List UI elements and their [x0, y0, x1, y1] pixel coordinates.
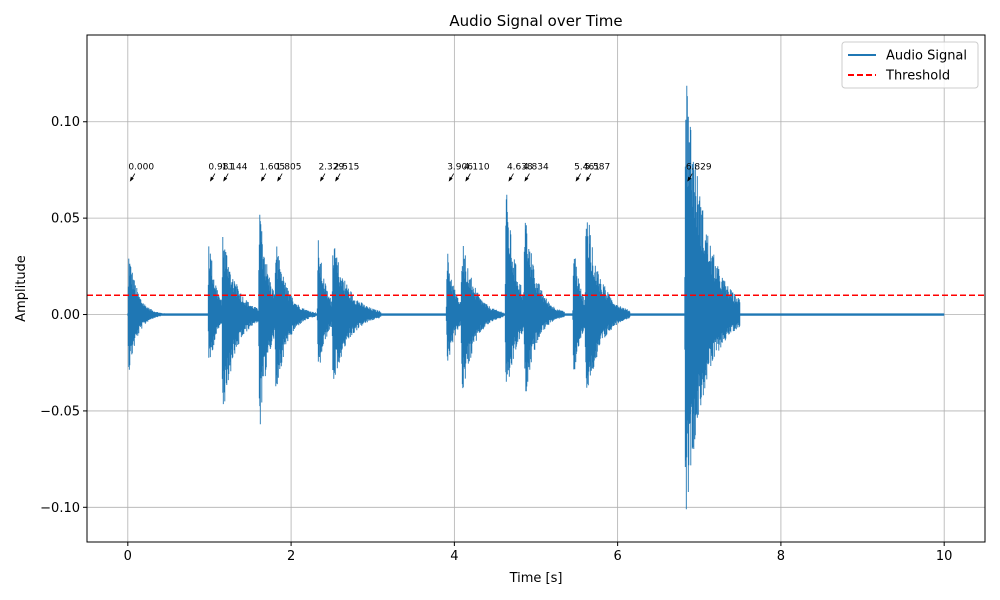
- legend-label-threshold: Threshold: [885, 69, 950, 84]
- y-tick-label: −0.10: [40, 501, 80, 516]
- onset-label: 2.515: [334, 163, 360, 173]
- onset-arrow-head: [335, 176, 340, 182]
- legend-label-audio-signal: Audio Signal: [886, 49, 967, 64]
- onset-arrow-head: [508, 176, 513, 182]
- x-tick-label: 8: [777, 549, 785, 564]
- onset-arrow-head: [129, 176, 134, 182]
- onset-arrow-head: [260, 176, 265, 182]
- onset-arrow-head: [585, 176, 590, 182]
- axis-ticks: 0 2 4 6 8 10 −0.10 −0.05 0.00 0.05 0.10: [40, 115, 952, 564]
- x-axis-label: Time [s]: [509, 571, 563, 586]
- onset-label: 5.587: [584, 163, 610, 173]
- y-axis-label: Amplitude: [14, 255, 29, 322]
- onset-label: 0.000: [128, 163, 154, 173]
- onset-label: 4.638: [507, 163, 533, 173]
- onset-label: 4.834: [523, 163, 549, 173]
- onset-arrow-head: [465, 176, 470, 182]
- onset-label: 0.981: [208, 163, 234, 173]
- onset-arrow-head: [319, 176, 324, 182]
- x-tick-label: 10: [936, 549, 953, 564]
- onset-arrow-head: [223, 176, 228, 182]
- audio-signal-series: [127, 85, 945, 510]
- onset-label: 5.461: [574, 163, 600, 173]
- onset-label: 3.906: [447, 163, 473, 173]
- onset-arrow-head: [448, 176, 453, 182]
- onset-label: 1.144: [222, 163, 248, 173]
- onset-label: 1.805: [276, 163, 302, 173]
- x-tick-label: 2: [287, 549, 295, 564]
- y-tick-label: 0.00: [51, 308, 80, 323]
- y-tick-label: −0.05: [40, 404, 80, 419]
- onset-arrow-head: [277, 176, 282, 182]
- x-tick-label: 4: [450, 549, 458, 564]
- onset-arrow-head: [575, 176, 580, 182]
- plot-frame: [86, 34, 986, 543]
- x-tick-label: 0: [124, 549, 132, 564]
- chart-title: Audio Signal over Time: [449, 12, 622, 30]
- onset-arrow-head: [209, 176, 214, 182]
- onset-arrow-head: [687, 176, 692, 182]
- onset-label: 1.605: [259, 163, 285, 173]
- legend-box: [841, 41, 979, 89]
- y-tick-label: 0.10: [51, 115, 80, 130]
- y-tick-label: 0.05: [51, 212, 80, 227]
- onset-label: 2.329: [318, 163, 344, 173]
- onset-arrow-head: [524, 176, 529, 182]
- audio-signal-line: [127, 85, 945, 510]
- onset-label: 6.829: [686, 163, 712, 173]
- legend: Audio Signal Threshold: [841, 41, 979, 89]
- onset-label: 4.110: [464, 163, 490, 173]
- x-tick-label: 6: [613, 549, 621, 564]
